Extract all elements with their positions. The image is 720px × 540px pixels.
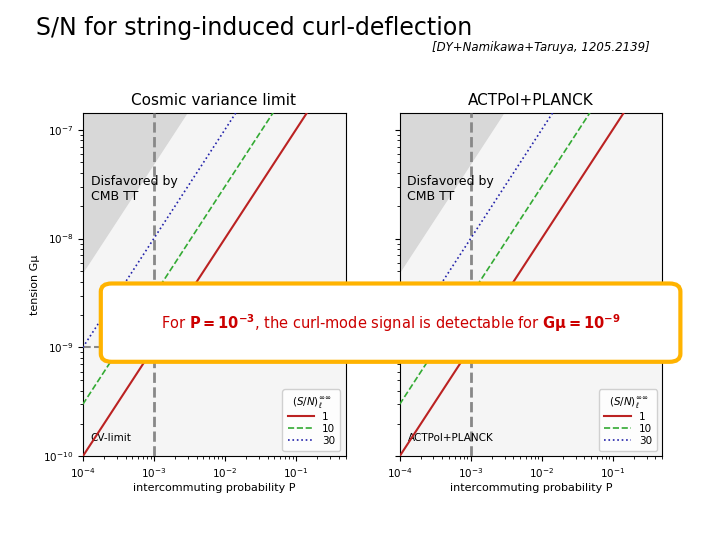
Text: ACTPol+PLANCK: ACTPol+PLANCK — [468, 93, 593, 108]
Text: CV-limit: CV-limit — [91, 433, 132, 443]
X-axis label: intercommuting probability P: intercommuting probability P — [133, 483, 295, 492]
Text: For $\mathbf{P=10^{-3}}$, the curl-mode signal is detectable for $\mathbf{G\mu=1: For $\mathbf{P=10^{-3}}$, the curl-mode … — [161, 312, 621, 334]
Text: S/N for string-induced curl-deflection: S/N for string-induced curl-deflection — [36, 16, 472, 40]
Legend: 1, 10, 30: 1, 10, 30 — [599, 389, 657, 451]
Text: Disfavored by
CMB TT: Disfavored by CMB TT — [91, 175, 177, 203]
Legend: 1, 10, 30: 1, 10, 30 — [282, 389, 341, 451]
Text: Cosmic variance limit: Cosmic variance limit — [131, 93, 297, 108]
X-axis label: intercommuting probability P: intercommuting probability P — [450, 483, 612, 492]
Text: Disfavored by
CMB TT: Disfavored by CMB TT — [408, 175, 494, 203]
Text: ACTPol+PLANCK: ACTPol+PLANCK — [408, 433, 493, 443]
Y-axis label: tension Gμ: tension Gμ — [30, 255, 40, 315]
Text: [DY+Namikawa+Taruya, 1205.2139]: [DY+Namikawa+Taruya, 1205.2139] — [432, 40, 649, 53]
